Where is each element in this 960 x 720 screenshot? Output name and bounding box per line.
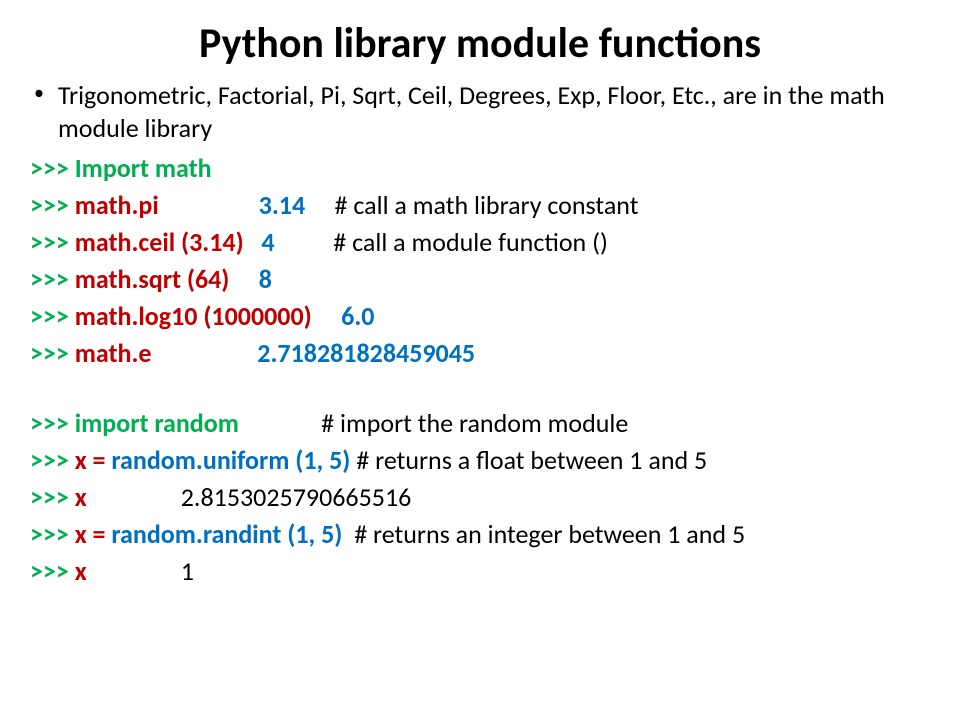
gap bbox=[275, 226, 334, 258]
comment: # returns a float between 1 and 5 bbox=[356, 444, 707, 476]
keyword: Import math bbox=[75, 152, 212, 184]
gap bbox=[159, 189, 259, 221]
keyword: math.sqrt (64) bbox=[75, 263, 230, 295]
prompt: >>> bbox=[30, 444, 75, 476]
prompt: >>> bbox=[30, 481, 75, 513]
code-line-1: >>> Import math bbox=[30, 150, 930, 187]
slide-title: Python library module functions bbox=[30, 18, 930, 69]
code-line-3: >>> math.ceil (3.14) 4 # call a module f… bbox=[30, 224, 930, 261]
gap bbox=[244, 226, 262, 258]
gap bbox=[342, 518, 354, 550]
comment: # call a math library constant bbox=[335, 189, 639, 221]
bullet-item: • Trigonometric, Factorial, Pi, Sqrt, Ce… bbox=[30, 79, 930, 144]
comment: # import the random module bbox=[321, 407, 628, 439]
code-line-9: >>> x 2.8153025790665516 bbox=[30, 479, 930, 516]
value: 6.0 bbox=[341, 300, 374, 332]
code-line-4: >>> math.sqrt (64) 8 bbox=[30, 261, 930, 298]
prompt: >>> bbox=[30, 189, 75, 221]
keyword: math.ceil (3.14) bbox=[75, 226, 244, 258]
code-line-5: >>> math.log10 (1000000) 6.0 bbox=[30, 298, 930, 335]
bullet-text: Trigonometric, Factorial, Pi, Sqrt, Ceil… bbox=[58, 79, 930, 144]
keyword: math.pi bbox=[75, 189, 159, 221]
prompt: >>> bbox=[30, 555, 75, 587]
comment: # returns an integer between 1 and 5 bbox=[354, 518, 745, 550]
value: 2.8153025790665516 bbox=[181, 481, 412, 513]
prompt: >>> bbox=[30, 226, 75, 258]
prompt: >>> bbox=[30, 518, 75, 550]
code-line-2: >>> math.pi 3.14 # call a math library c… bbox=[30, 187, 930, 224]
comment: # call a module function () bbox=[333, 226, 608, 258]
gap bbox=[312, 300, 341, 332]
code-line-10: >>> x = random.randint (1, 5) # returns … bbox=[30, 516, 930, 553]
value: 8 bbox=[259, 263, 272, 295]
keyword: import random bbox=[75, 407, 239, 439]
value: 4 bbox=[261, 226, 274, 258]
gap bbox=[87, 481, 181, 513]
code-line-11: >>> x 1 bbox=[30, 553, 930, 590]
code-line-7: >>> import random # import the random mo… bbox=[30, 405, 930, 442]
keyword: x bbox=[75, 555, 87, 587]
bullet-dot: • bbox=[34, 79, 44, 107]
value: 1 bbox=[181, 555, 194, 587]
gap bbox=[87, 555, 181, 587]
code-line-6: >>> math.e 2.718281828459045 bbox=[30, 335, 930, 372]
gap bbox=[151, 337, 257, 369]
gap bbox=[305, 189, 334, 221]
keyword: x = bbox=[75, 518, 112, 550]
prompt: >>> bbox=[30, 263, 75, 295]
code-line-8: >>> x = random.uniform (1, 5) # returns … bbox=[30, 442, 930, 479]
prompt: >>> bbox=[30, 407, 75, 439]
prompt: >>> bbox=[30, 337, 75, 369]
keyword: x = bbox=[75, 444, 112, 476]
blank-line bbox=[30, 371, 930, 405]
value: 3.14 bbox=[259, 189, 305, 221]
value: 2.718281828459045 bbox=[257, 337, 475, 369]
keyword: math.log10 (1000000) bbox=[75, 300, 312, 332]
gap bbox=[239, 407, 321, 439]
keyword: x bbox=[75, 481, 87, 513]
keyword: math.e bbox=[75, 337, 152, 369]
prompt: >>> bbox=[30, 300, 75, 332]
keyword: random.randint (1, 5) bbox=[111, 518, 342, 550]
prompt: >>> bbox=[30, 152, 75, 184]
keyword: random.uniform (1, 5) bbox=[111, 444, 350, 476]
gap bbox=[229, 263, 258, 295]
